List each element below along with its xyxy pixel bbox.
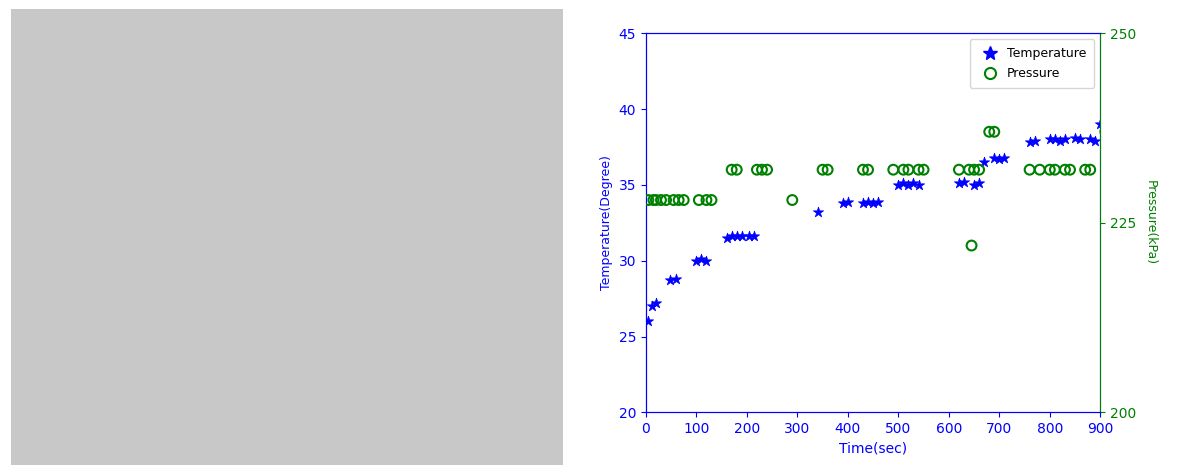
Point <box>954 178 974 186</box>
Point <box>646 196 665 204</box>
Point <box>1055 166 1074 173</box>
Point <box>980 128 999 136</box>
Point <box>909 166 928 173</box>
Point <box>904 180 923 187</box>
Point <box>964 166 983 173</box>
Point <box>964 181 983 189</box>
Point <box>854 166 873 173</box>
Point <box>859 198 878 205</box>
Point <box>970 166 989 173</box>
Point <box>889 181 908 189</box>
Point <box>975 158 994 166</box>
Point <box>732 233 751 240</box>
Point <box>813 166 832 173</box>
Point <box>646 300 665 307</box>
Point <box>893 180 913 187</box>
Point <box>718 234 737 242</box>
Point <box>868 198 887 205</box>
Point <box>970 180 989 187</box>
Point <box>697 257 716 264</box>
FancyBboxPatch shape <box>12 9 562 465</box>
Point <box>642 302 661 310</box>
Point <box>1041 166 1060 173</box>
Point <box>722 233 742 240</box>
Point <box>643 196 663 204</box>
Point <box>899 166 919 173</box>
Point <box>834 199 853 207</box>
Point <box>1091 120 1110 128</box>
Point <box>639 196 658 204</box>
Point <box>669 196 688 204</box>
Point <box>652 196 671 204</box>
Point <box>697 196 716 204</box>
Point <box>1096 128 1115 136</box>
Point <box>1045 166 1064 173</box>
Point <box>702 196 721 204</box>
Point <box>914 166 933 173</box>
Point <box>1025 137 1044 145</box>
Point <box>745 233 764 240</box>
Point <box>1055 136 1074 143</box>
Point <box>639 318 658 325</box>
Point <box>909 181 928 189</box>
Legend: Temperature, Pressure: Temperature, Pressure <box>970 39 1094 88</box>
Point <box>664 196 683 204</box>
Point <box>950 180 969 187</box>
Point <box>666 275 685 283</box>
Y-axis label: Temperature(Degree): Temperature(Degree) <box>600 155 614 290</box>
Point <box>740 233 759 240</box>
Point <box>660 277 679 284</box>
Point <box>782 196 801 204</box>
Point <box>657 196 676 204</box>
Point <box>899 181 919 189</box>
Point <box>691 255 710 263</box>
Point <box>675 196 694 204</box>
Point <box>984 154 1003 161</box>
Point <box>748 166 767 173</box>
Point <box>990 155 1009 163</box>
Y-axis label: Pressure(kPa): Pressure(kPa) <box>1145 180 1157 265</box>
Point <box>727 233 746 240</box>
Point <box>1020 138 1039 146</box>
Point <box>864 199 883 207</box>
Point <box>859 166 878 173</box>
Point <box>1070 136 1090 143</box>
Point <box>1041 136 1060 143</box>
Point <box>995 154 1014 161</box>
Point <box>893 166 913 173</box>
Point <box>1045 136 1064 143</box>
Point <box>950 166 969 173</box>
Point <box>884 166 903 173</box>
Point <box>757 166 776 173</box>
Point <box>1066 134 1085 142</box>
Point <box>1020 166 1039 173</box>
Point <box>1075 166 1094 173</box>
Point <box>689 196 708 204</box>
Point <box>1050 137 1069 145</box>
Point <box>1086 137 1105 145</box>
Point <box>962 242 981 249</box>
Point <box>1081 136 1100 143</box>
X-axis label: Time(sec): Time(sec) <box>840 442 907 456</box>
Point <box>1081 166 1100 173</box>
Point <box>752 166 771 173</box>
Point <box>808 209 828 216</box>
Point <box>818 166 837 173</box>
Point <box>984 128 1003 136</box>
Point <box>687 257 706 264</box>
Point <box>1030 166 1049 173</box>
Point <box>959 166 978 173</box>
Point <box>838 198 858 205</box>
Point <box>854 199 873 207</box>
Point <box>727 166 746 173</box>
Point <box>722 166 742 173</box>
Point <box>1061 166 1080 173</box>
